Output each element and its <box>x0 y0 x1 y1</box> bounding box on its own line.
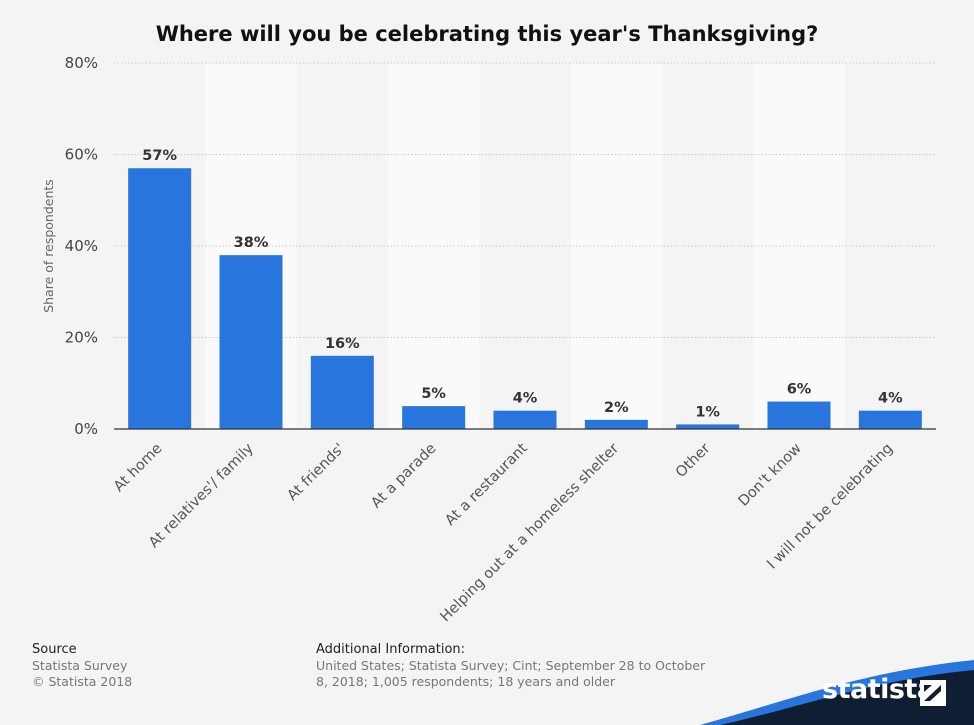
statista-logo-text: statista <box>822 674 935 705</box>
y-tick-label: 60% <box>65 146 98 164</box>
data-label: 5% <box>421 386 446 402</box>
x-tick-label: At friends' <box>285 441 349 505</box>
additional-info-heading: Additional Information: <box>316 642 466 657</box>
y-tick-label: 40% <box>65 237 98 255</box>
chart-title: Where will you be celebrating this year'… <box>156 22 819 46</box>
data-label: 57% <box>142 148 177 164</box>
y-tick-label: 0% <box>74 420 98 438</box>
source-block: Source Statista Survey © Statista 2018 <box>32 642 252 690</box>
additional-info-block: Additional Information: United States; S… <box>316 642 716 690</box>
additional-info-text: United States; Statista Survey; Cint; Se… <box>316 658 706 689</box>
bar <box>219 255 283 429</box>
data-label: 1% <box>695 404 720 420</box>
data-label: 38% <box>234 235 269 251</box>
x-tick-label: At relatives'/ family <box>146 440 257 551</box>
x-tick-label: Don't know <box>736 440 805 509</box>
bar <box>310 355 374 429</box>
data-labels: 57% 38% 16% 5% 4% 2% 1% 6% 4% <box>142 148 903 420</box>
bar-series <box>128 168 922 429</box>
y-axis-label: Share of respondents <box>41 179 56 313</box>
x-tick-label: At a restaurant <box>442 440 531 529</box>
source-line-survey: Statista Survey <box>32 658 128 673</box>
source-heading: Source <box>32 642 77 657</box>
bar <box>493 410 557 429</box>
x-tick-label: Helping out at a homeless shelter <box>437 440 622 625</box>
y-axis-ticks: 0% 20% 40% 60% 80% <box>65 54 98 438</box>
y-tick-label: 80% <box>65 54 98 72</box>
data-label: 16% <box>325 336 360 352</box>
data-label: 2% <box>604 400 629 416</box>
bar <box>128 168 192 429</box>
bar <box>676 424 740 429</box>
bar <box>584 419 648 429</box>
x-tick-label: At a parade <box>368 440 439 511</box>
data-label: 4% <box>513 391 538 407</box>
x-tick-label: At home <box>111 440 166 495</box>
data-label: 4% <box>878 391 903 407</box>
bar <box>858 410 922 429</box>
x-tick-label: Other <box>673 440 713 480</box>
y-tick-label: 20% <box>65 329 98 347</box>
source-line-copyright: © Statista 2018 <box>32 674 133 689</box>
column-band <box>753 63 845 429</box>
bar <box>402 406 466 429</box>
statista-flag-icon <box>920 680 946 706</box>
bar <box>767 401 831 429</box>
data-label: 6% <box>787 382 812 398</box>
